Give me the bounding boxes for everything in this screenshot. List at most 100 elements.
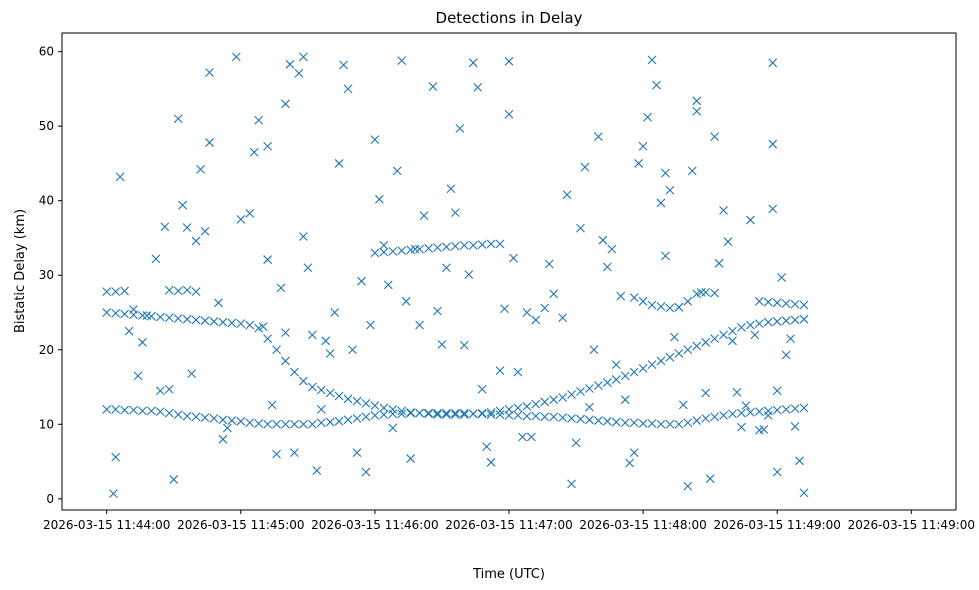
data-point-marker xyxy=(263,419,273,429)
data-point-marker xyxy=(500,304,509,314)
data-point-marker xyxy=(634,159,644,168)
data-point-marker xyxy=(111,287,121,297)
data-point-marker xyxy=(155,386,165,396)
data-point-marker xyxy=(173,286,183,296)
data-point-marker xyxy=(343,394,353,404)
data-point-marker xyxy=(486,457,496,467)
data-point-marker xyxy=(768,139,778,149)
data-point-marker xyxy=(790,422,800,431)
data-point-marker xyxy=(392,166,402,176)
data-point-marker xyxy=(133,371,143,381)
data-point-marker xyxy=(388,423,398,433)
data-point-marker xyxy=(334,159,344,168)
data-point-marker xyxy=(330,308,340,317)
data-point-marker xyxy=(276,283,286,293)
data-point-marker xyxy=(763,297,773,307)
data-point-marker xyxy=(745,407,755,417)
data-point-marker xyxy=(723,237,733,247)
data-point-marker xyxy=(799,314,809,324)
data-point-marker xyxy=(138,311,147,320)
data-point-marker xyxy=(370,135,380,144)
y-tick-label: 50 xyxy=(39,119,54,133)
data-point-marker xyxy=(531,315,541,325)
data-point-marker xyxy=(361,412,371,422)
data-point-marker xyxy=(692,106,702,116)
data-point-marker xyxy=(513,410,523,420)
data-point-marker xyxy=(254,115,264,125)
data-point-marker xyxy=(513,367,523,377)
data-point-marker xyxy=(164,285,174,295)
data-point-marker xyxy=(661,251,670,261)
data-point-marker xyxy=(531,399,541,409)
data-point-marker xyxy=(486,410,496,419)
data-point-marker xyxy=(173,314,183,323)
data-point-marker xyxy=(799,300,809,310)
data-point-marker xyxy=(263,255,273,264)
x-tick-label: 2026-03-15 11:47:00 xyxy=(445,518,572,532)
data-point-marker xyxy=(594,416,603,425)
data-point-marker xyxy=(571,438,581,448)
data-point-marker xyxy=(710,288,720,298)
data-point-marker xyxy=(397,406,407,416)
data-point-marker xyxy=(102,404,112,414)
data-point-marker xyxy=(562,190,572,200)
data-point-marker xyxy=(298,232,308,241)
data-point-marker xyxy=(513,403,523,413)
data-point-marker xyxy=(781,299,791,308)
data-point-marker xyxy=(442,242,451,252)
x-tick-label: 2026-03-15 11:48:00 xyxy=(579,518,706,532)
data-point-marker xyxy=(558,313,568,323)
data-point-marker xyxy=(191,287,201,297)
data-point-marker xyxy=(477,240,487,250)
data-point-marker xyxy=(182,285,192,295)
data-point-marker xyxy=(111,404,121,414)
data-point-marker xyxy=(585,384,594,393)
data-point-marker xyxy=(155,312,165,322)
data-point-marker xyxy=(357,276,366,286)
data-point-marker xyxy=(459,241,469,250)
data-point-marker xyxy=(160,222,170,232)
data-point-marker xyxy=(728,336,737,346)
data-point-marker xyxy=(370,248,380,258)
data-point-marker xyxy=(129,305,138,314)
data-point-marker xyxy=(410,244,420,254)
data-point-marker xyxy=(281,356,290,366)
data-point-marker xyxy=(620,371,630,381)
data-point-marker xyxy=(781,316,791,326)
data-point-marker xyxy=(267,400,277,410)
data-point-marker xyxy=(169,475,179,484)
y-tick-label: 30 xyxy=(39,268,54,282)
data-point-marker xyxy=(745,215,755,225)
data-point-marker xyxy=(316,385,326,395)
data-point-marker xyxy=(191,412,201,422)
data-point-marker xyxy=(379,241,389,250)
data-point-marker xyxy=(790,315,800,325)
data-point-marker xyxy=(576,223,585,233)
plot-frame xyxy=(61,32,957,511)
data-point-marker xyxy=(495,366,505,376)
data-point-marker xyxy=(236,319,246,329)
data-point-marker xyxy=(214,298,223,308)
data-point-marker xyxy=(388,404,398,414)
data-point-marker xyxy=(750,330,760,340)
data-point-marker xyxy=(683,345,693,355)
data-point-marker xyxy=(656,419,666,429)
data-point-marker xyxy=(580,162,590,172)
data-point-marker xyxy=(182,314,192,324)
data-point-marker xyxy=(683,296,693,306)
data-point-marker xyxy=(763,406,773,416)
data-point-marker xyxy=(424,408,433,418)
data-point-marker xyxy=(303,263,313,273)
data-point-marker xyxy=(325,388,335,398)
data-point-marker xyxy=(245,418,255,428)
data-point-marker xyxy=(361,467,371,477)
chart-title: Detections in Delay xyxy=(436,9,583,27)
data-point-marker xyxy=(719,205,728,215)
data-point-marker xyxy=(455,124,465,133)
data-point-marker xyxy=(544,259,554,269)
data-point-marker xyxy=(795,456,804,466)
data-point-marker xyxy=(759,425,769,434)
data-point-marker xyxy=(182,223,192,232)
data-point-marker xyxy=(737,408,746,418)
data-point-marker xyxy=(737,422,746,432)
